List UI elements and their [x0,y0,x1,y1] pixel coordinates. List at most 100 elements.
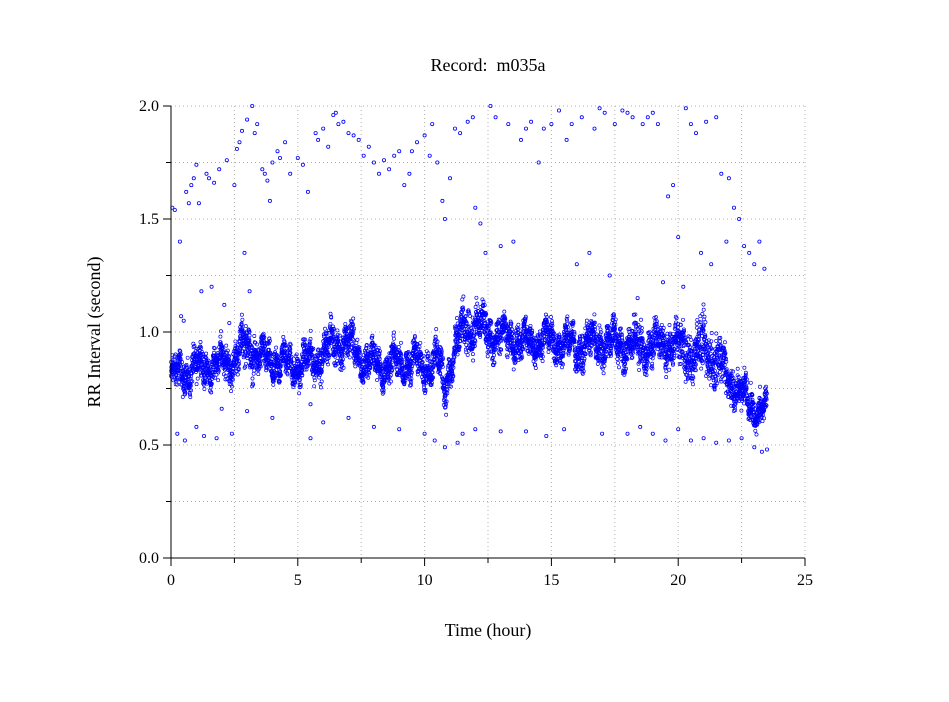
rr-point [397,345,400,348]
rr-point [219,335,222,338]
rr-point [593,313,596,316]
rr-point [240,313,243,316]
rr-point [244,325,247,328]
rr-point [313,385,316,388]
rr-point [681,318,684,321]
rr-point [435,328,438,331]
rr-point [471,353,474,356]
rr-point [348,356,351,359]
rr-point [704,321,707,324]
rr-point [298,392,301,395]
rr-point [720,380,723,383]
rr-point [230,390,233,393]
rr-point [456,353,459,356]
rr-point [205,352,208,355]
rr-point [241,318,244,321]
rr-point [230,385,233,388]
rr-point [719,340,722,343]
rr-point [445,413,448,416]
rr-point [651,362,654,365]
rr-point [503,310,506,313]
rr-point [272,383,275,386]
rr-point [708,377,711,380]
rr-point [355,341,358,344]
rr-point [602,372,605,375]
rr-point [585,319,588,322]
rr-point [464,314,467,317]
rr-point [560,366,563,369]
rr-point [199,340,202,343]
rr-point [517,323,520,326]
rr-point [462,295,465,298]
rr-point [352,317,355,320]
rr-point [195,383,198,386]
rr-point [282,335,285,338]
rr-point [356,338,359,341]
rr-point [234,340,237,343]
rr-point [309,329,312,332]
rr-point [690,338,693,341]
rr-point [319,386,322,389]
rr-point [371,334,374,337]
rr-point [736,367,739,370]
rr-point [474,305,477,308]
rr-point [376,379,379,382]
rr-point [486,355,489,358]
rr-point [399,341,402,344]
rr-point [709,384,712,387]
rr-point [702,308,705,311]
rr-point [715,332,718,335]
rr-point [225,344,228,347]
rr-point [665,376,668,379]
rr-point [547,350,550,353]
rr-point [638,368,641,371]
rr-point [700,367,703,370]
rr-point [419,341,422,344]
rr-point [253,334,256,337]
points-layer [169,104,768,453]
rr-point [684,380,687,383]
rr-point [475,296,478,299]
rr-point [668,368,671,371]
rr-point [253,369,256,372]
rr-point [392,334,395,337]
rr-point [596,362,599,365]
rr-point [616,357,619,360]
rr-point [196,377,199,380]
rr-point [715,339,718,342]
rr-point [534,366,537,369]
rr-point [541,359,544,362]
rr-point [251,377,254,380]
rr-point [723,341,726,344]
rr-point [617,366,620,369]
rr-point [603,364,606,367]
rr-point [598,324,601,327]
rr-point [639,318,642,321]
rr-point [476,302,479,305]
rr-point [512,368,515,371]
rr-point [219,330,222,333]
rr-point [616,361,619,364]
rr-point [532,360,535,363]
rr-point [336,329,339,332]
rr-point [704,374,707,377]
rr-point [506,345,509,348]
rr-point [472,359,475,362]
rr-point [668,323,671,326]
rr-point [275,346,278,349]
rr-point [329,312,332,315]
rr-point [718,371,721,374]
rr-point [455,317,458,320]
rr-point [695,326,698,329]
rr-point [217,379,220,382]
rr-point [323,327,326,330]
rr-point [466,353,469,356]
rr-point [236,373,239,376]
rr-point [354,365,357,368]
rr-point [392,337,395,340]
rr-point [186,356,189,359]
rr-point [691,383,694,386]
rr-point [660,323,663,326]
rr-point [257,373,260,376]
